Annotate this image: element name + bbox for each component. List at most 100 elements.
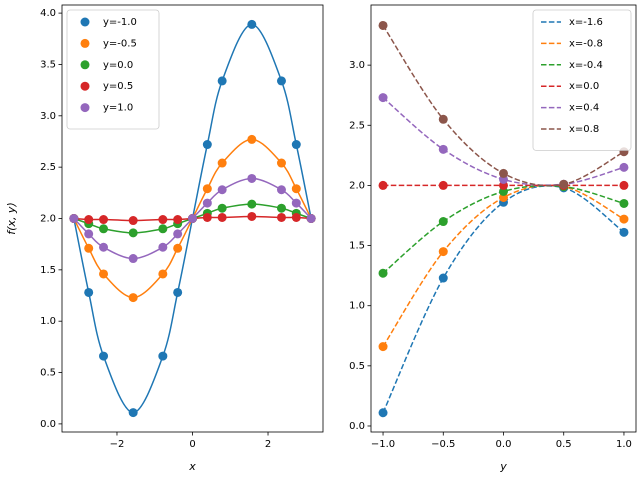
legend-box <box>532 9 632 151</box>
y-tick-label: 4.0 <box>40 8 56 19</box>
point <box>247 19 257 29</box>
point <box>438 217 448 227</box>
point <box>158 242 168 252</box>
legend-label: x=-0.4 <box>569 60 603 71</box>
point <box>291 184 301 194</box>
point <box>84 229 94 239</box>
point <box>217 203 227 213</box>
point <box>247 199 257 209</box>
point <box>247 211 257 221</box>
point <box>128 216 138 226</box>
point <box>84 287 94 297</box>
point <box>84 243 94 253</box>
legend-swatch <box>80 103 90 113</box>
legend-label: x=-1.6 <box>569 17 603 28</box>
x-tick-label: 0 <box>189 439 195 450</box>
point <box>99 242 109 252</box>
point <box>378 93 388 103</box>
point <box>217 76 227 86</box>
point <box>619 180 629 190</box>
point <box>378 342 388 352</box>
point <box>291 198 301 208</box>
point <box>128 408 138 418</box>
point <box>291 212 301 222</box>
x-tick-label: −1.0 <box>371 439 395 450</box>
point <box>69 214 79 223</box>
point <box>276 158 286 168</box>
y-tick-label: 3.0 <box>349 60 365 71</box>
x-axis-label: y <box>499 460 507 473</box>
axes-frame <box>370 4 637 433</box>
x-tick-label: −2 <box>110 439 125 450</box>
point <box>84 215 94 225</box>
point <box>378 20 388 30</box>
x-tick-label: −0.5 <box>431 439 455 450</box>
y-tick-label: 1.0 <box>349 301 365 312</box>
x-tick-label: 1.0 <box>616 439 632 450</box>
point <box>619 162 629 172</box>
point <box>158 224 168 234</box>
y-tick-label: 2.0 <box>349 180 365 191</box>
legend-swatch <box>80 60 90 70</box>
point <box>276 203 286 213</box>
point <box>306 214 316 223</box>
y-tick-label: 3.5 <box>40 59 56 70</box>
point <box>202 212 212 222</box>
axes-frame <box>61 4 324 433</box>
legend-label: x=0.0 <box>569 81 599 92</box>
y-axis-label: f(x, y) <box>5 202 18 234</box>
point <box>619 198 629 208</box>
point <box>276 185 286 195</box>
point <box>128 293 138 303</box>
point <box>276 76 286 86</box>
legend-swatch <box>80 38 90 48</box>
series-line <box>382 185 625 414</box>
point <box>202 198 212 208</box>
legend-label: y=0.5 <box>103 81 133 92</box>
x-tick-label: 0.0 <box>496 439 512 450</box>
point <box>217 185 227 195</box>
series-line <box>382 184 625 348</box>
point <box>99 215 109 225</box>
point <box>128 228 138 238</box>
point <box>438 247 448 257</box>
point <box>173 215 183 225</box>
y-tick-label: 1.0 <box>40 316 56 327</box>
x-axis-label: x <box>188 460 196 473</box>
point <box>99 269 109 279</box>
y-tick-label: 2.5 <box>349 120 365 131</box>
point <box>173 287 183 297</box>
point <box>619 227 629 237</box>
point <box>99 351 109 361</box>
point <box>438 273 448 283</box>
y-tick-label: 2.5 <box>40 162 56 173</box>
point <box>99 224 109 234</box>
legend-label: y=0.0 <box>103 60 133 71</box>
x-tick-label: 0.5 <box>556 439 572 450</box>
y-tick-label: 0.0 <box>40 419 56 430</box>
point <box>378 408 388 418</box>
point <box>438 144 448 154</box>
legend-label: y=-0.5 <box>103 38 137 49</box>
point <box>217 212 227 222</box>
point <box>202 140 212 150</box>
point <box>158 215 168 225</box>
point <box>378 268 388 278</box>
point <box>378 180 388 190</box>
y-tick-label: 1.5 <box>349 241 365 252</box>
y-tick-label: 3.0 <box>40 111 56 122</box>
point <box>173 243 183 253</box>
point <box>217 158 227 168</box>
point <box>276 212 286 222</box>
point <box>291 140 301 150</box>
point <box>173 229 183 239</box>
legend-swatch <box>80 81 90 91</box>
legend-box <box>66 9 160 130</box>
point <box>128 254 138 264</box>
legend-swatch <box>80 17 90 27</box>
y-tick-label: 0.5 <box>349 361 365 372</box>
legend-label: x=-0.8 <box>569 38 603 49</box>
series-line <box>382 25 625 187</box>
point <box>158 351 168 361</box>
